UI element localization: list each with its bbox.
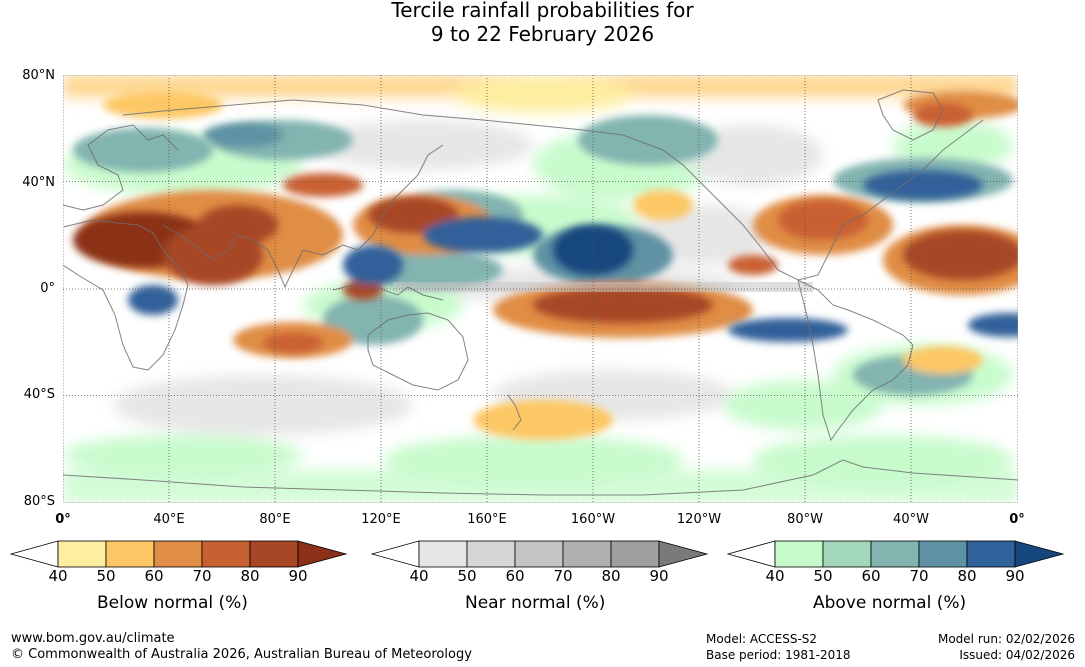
lon-label-120w: 120°W <box>676 512 722 527</box>
lon-label-40e: 40°E <box>153 512 185 527</box>
legend-tick-below-normal-50: 50 <box>96 567 116 585</box>
map-frame <box>63 75 1018 503</box>
legend-swatch-above-normal-low <box>727 540 776 568</box>
probability-field-strong <box>73 103 1018 353</box>
lon-label-160e: 160°E <box>467 512 507 527</box>
legend-bar-above-normal <box>727 540 1065 568</box>
legend-swatch-near-normal-40 <box>418 540 468 568</box>
lat-label-40n: 40°N <box>22 175 55 190</box>
legend-tick-above-normal-40: 40 <box>765 567 785 585</box>
legend-swatch-above-normal-50 <box>822 540 872 568</box>
legend-swatch-below-normal-70 <box>201 540 251 568</box>
legend-swatch-above-normal-60 <box>870 540 920 568</box>
legend-title-near-normal: Near normal (%) <box>465 593 606 613</box>
lat-label-80n: 80°N <box>22 68 55 83</box>
legend-tick-near-normal-90: 90 <box>649 567 669 585</box>
legend-swatch-near-normal-80 <box>610 540 660 568</box>
map-title-line2: 9 to 22 February 2026 <box>430 22 655 46</box>
legend-swatch-near-normal-50 <box>466 540 516 568</box>
legend-tick-below-normal-90: 90 <box>288 567 308 585</box>
legend-swatch-below-normal-low <box>10 540 59 568</box>
legend-tick-near-normal-50: 50 <box>457 567 477 585</box>
legend-swatch-above-normal-70 <box>918 540 968 568</box>
footer-copyright: © Commonwealth of Australia 2026, Austra… <box>11 647 472 662</box>
map-title-line1: Tercile rainfall probabilities for <box>391 0 694 22</box>
probability-field-base <box>63 75 1018 503</box>
legend-bar-below-normal <box>10 540 348 568</box>
near-normal-band <box>393 282 813 292</box>
legend-swatch-below-normal-80 <box>249 540 299 568</box>
legend-swatch-near-normal-high <box>658 540 709 568</box>
legend-tick-below-normal-70: 70 <box>192 567 212 585</box>
legend-swatch-near-normal-low <box>371 540 420 568</box>
lon-label-160w: 160°W <box>570 512 616 527</box>
probability-map <box>63 75 1018 503</box>
lat-label-0: 0° <box>40 281 55 296</box>
legend-title-below-normal: Below normal (%) <box>97 593 248 613</box>
legend-tick-above-normal-70: 70 <box>909 567 929 585</box>
graticule <box>63 75 1018 503</box>
footer-website: www.bom.gov.au/climate <box>11 631 175 646</box>
lon-label-0-west: 0° <box>55 512 71 527</box>
legend-swatch-below-normal-40 <box>57 540 107 568</box>
footer-model-run: Model run: 02/02/2026 <box>937 632 1075 646</box>
lon-label-80e: 80°E <box>259 512 291 527</box>
legend-swatch-below-normal-50 <box>105 540 155 568</box>
lat-label-40s: 40°S <box>23 387 55 402</box>
legend-tick-above-normal-60: 60 <box>861 567 881 585</box>
legend-tick-near-normal-40: 40 <box>409 567 429 585</box>
legend-swatch-above-normal-80 <box>966 540 1016 568</box>
legend-swatch-above-normal-40 <box>774 540 824 568</box>
lon-label-80w: 80°W <box>787 512 823 527</box>
legend-bar-near-normal <box>371 540 709 568</box>
legend-tick-above-normal-80: 80 <box>957 567 977 585</box>
footer-issued: Issued: 04/02/2026 <box>959 648 1075 662</box>
legend-swatch-near-normal-70 <box>562 540 612 568</box>
legend-tick-near-normal-70: 70 <box>553 567 573 585</box>
lat-label-80s: 80°S <box>23 494 55 509</box>
legend-tick-above-normal-50: 50 <box>813 567 833 585</box>
legend-tick-below-normal-60: 60 <box>144 567 164 585</box>
legend-title-above-normal: Above normal (%) <box>813 593 967 613</box>
legend-swatch-below-normal-60 <box>153 540 203 568</box>
legend-tick-below-normal-40: 40 <box>48 567 68 585</box>
legend-swatch-near-normal-60 <box>514 540 564 568</box>
legend-swatch-below-normal-high <box>297 540 348 568</box>
legend-tick-near-normal-60: 60 <box>505 567 525 585</box>
coastlines <box>63 89 1018 496</box>
legend-tick-near-normal-80: 80 <box>601 567 621 585</box>
lon-label-120e: 120°E <box>361 512 401 527</box>
footer-base-period: Base period: 1981-2018 <box>706 648 851 662</box>
legend-tick-above-normal-90: 90 <box>1005 567 1025 585</box>
map-title: Tercile rainfall probabilities for 9 to … <box>0 0 1085 46</box>
legend-swatch-above-normal-high <box>1014 540 1065 568</box>
legend-tick-below-normal-80: 80 <box>240 567 260 585</box>
lon-label-0-east: 0° <box>1009 512 1025 527</box>
footer-model: Model: ACCESS-S2 <box>706 632 818 646</box>
lon-label-40w: 40°W <box>893 512 929 527</box>
